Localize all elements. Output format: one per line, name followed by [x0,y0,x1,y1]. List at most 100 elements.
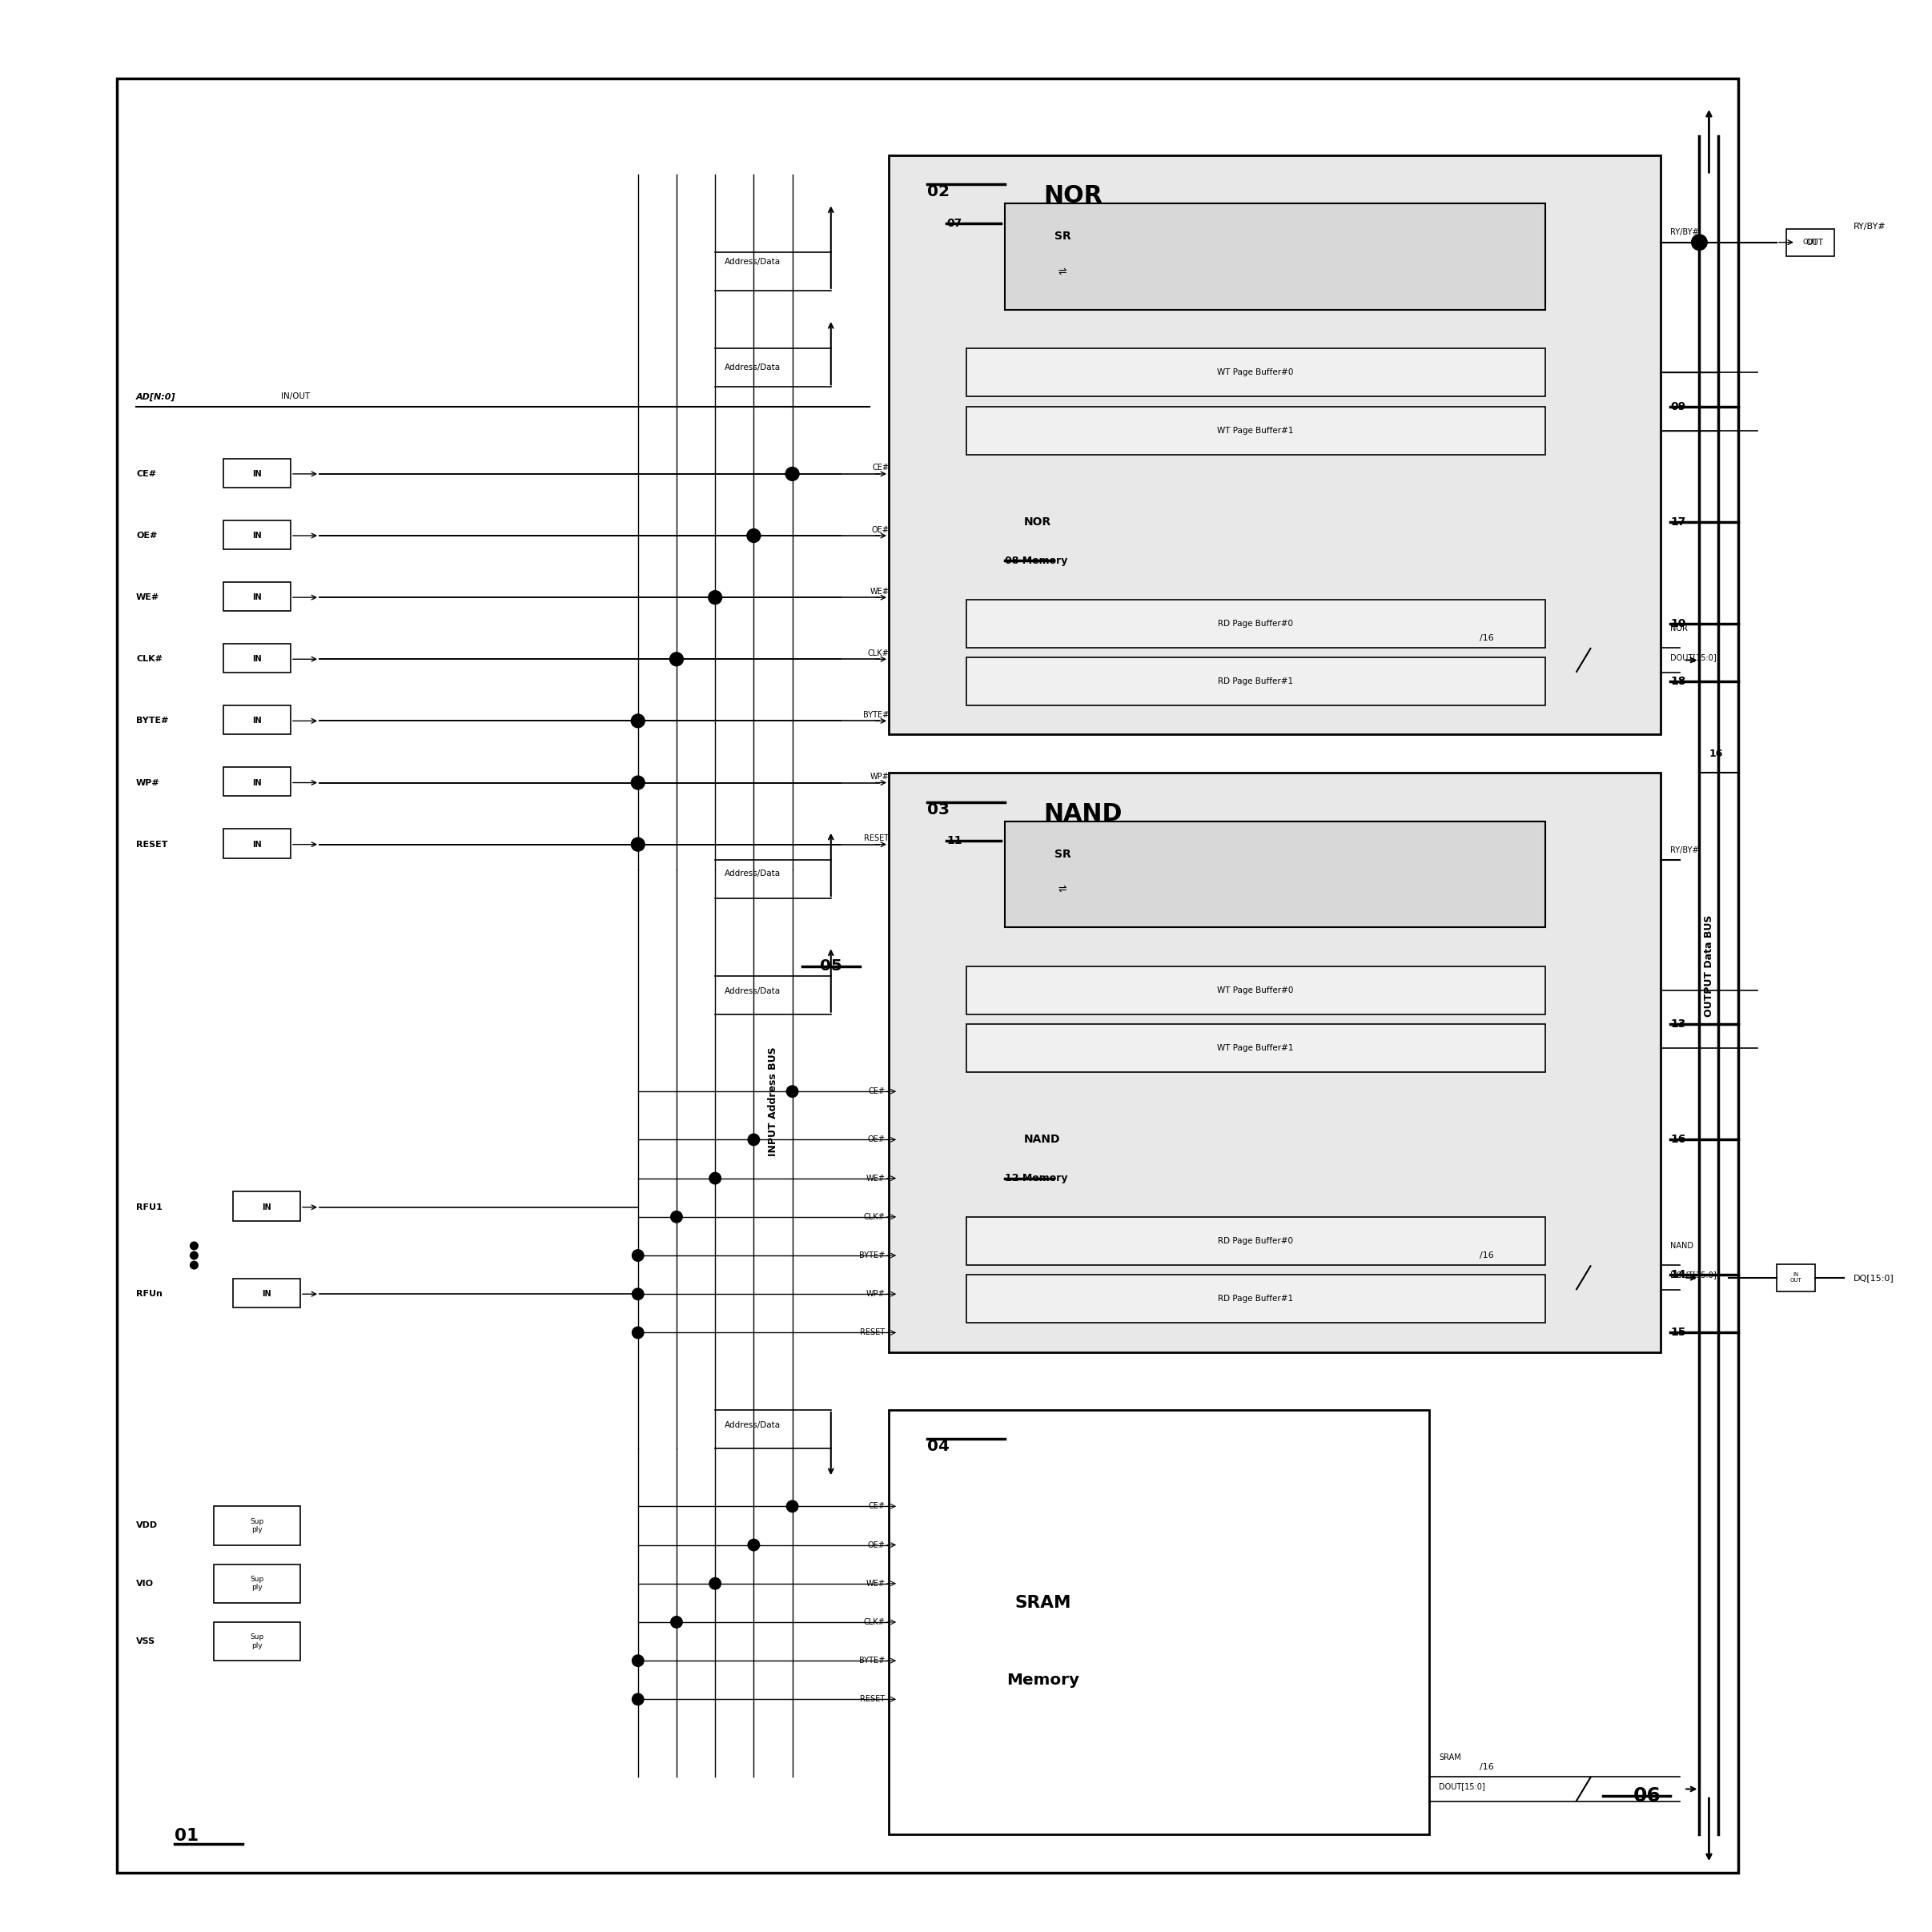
Text: IN: IN [253,531,261,539]
Circle shape [748,1134,759,1146]
Text: IN/OUT: IN/OUT [280,392,309,400]
Circle shape [709,591,723,605]
Text: IN: IN [253,469,261,477]
Text: WE#: WE# [866,1580,885,1588]
FancyBboxPatch shape [1005,821,1546,927]
Text: BYTE#: BYTE# [860,1252,885,1260]
Text: DOUT[15:0]: DOUT[15:0] [1439,1781,1486,1791]
Text: SRAM: SRAM [1439,1752,1461,1762]
Text: IN: IN [253,779,261,786]
Text: BYTE#: BYTE# [860,1658,885,1665]
Text: NAND: NAND [1671,1242,1694,1250]
Text: 02: 02 [927,184,951,199]
Text: NOR: NOR [1671,624,1689,632]
Text: ⇌: ⇌ [1059,267,1066,276]
Text: WT Page Buffer#0: WT Page Buffer#0 [1217,369,1294,377]
FancyBboxPatch shape [966,348,1546,396]
Text: IN: IN [253,655,261,663]
FancyBboxPatch shape [966,1275,1546,1323]
Text: CLK#: CLK# [867,649,889,657]
Circle shape [786,1501,798,1513]
Text: 18: 18 [1671,676,1687,688]
Text: CLK#: CLK# [135,655,162,663]
Text: Address/Data: Address/Data [724,1422,781,1430]
Text: RESET: RESET [860,1694,885,1704]
Text: 16: 16 [1671,1134,1687,1146]
Text: IN: IN [263,1204,270,1211]
Text: OE#: OE# [867,1136,885,1144]
Circle shape [189,1242,197,1250]
Text: RESET: RESET [864,835,889,842]
Text: 03: 03 [927,802,951,817]
Circle shape [786,1086,798,1097]
Text: WT Page Buffer#1: WT Page Buffer#1 [1217,427,1294,435]
Text: SR: SR [1055,232,1070,241]
FancyBboxPatch shape [966,1024,1546,1072]
Circle shape [632,1694,643,1706]
Text: 15: 15 [1671,1327,1687,1339]
Text: RY/BY#: RY/BY# [1853,222,1886,232]
Text: RD Page Buffer#0: RD Page Buffer#0 [1217,1236,1293,1244]
Text: BYTE#: BYTE# [864,711,889,719]
Text: /16: /16 [1480,1252,1493,1260]
Text: CE#: CE# [867,1088,885,1095]
Text: WE#: WE# [866,1175,885,1182]
Text: AD[N:0]: AD[N:0] [135,392,176,400]
FancyBboxPatch shape [966,657,1546,705]
Text: WE#: WE# [869,587,889,595]
Text: RD Page Buffer#1: RD Page Buffer#1 [1217,678,1293,686]
Text: OUT: OUT [1804,238,1824,247]
Text: RFUn: RFUn [135,1291,162,1298]
Circle shape [632,1289,643,1300]
Text: WP#: WP# [869,773,889,781]
Text: OUT: OUT [1803,240,1818,245]
Text: Sup
ply: Sup ply [249,1577,263,1592]
Text: OE#: OE# [871,526,889,533]
Circle shape [1692,234,1708,249]
Circle shape [748,529,761,543]
Text: 11: 11 [947,835,962,846]
Text: DQ[15:0]: DQ[15:0] [1853,1273,1895,1281]
Text: RY/BY#: RY/BY# [1671,228,1698,236]
Text: WT Page Buffer#1: WT Page Buffer#1 [1217,1043,1294,1053]
Circle shape [632,1327,643,1339]
Circle shape [632,838,645,852]
Text: DOUT[15:0]: DOUT[15:0] [1671,1271,1718,1279]
Text: IN: IN [263,1291,270,1298]
Text: RY/BY#: RY/BY# [1671,846,1698,854]
Text: NOR: NOR [1024,516,1051,527]
Text: /16: /16 [1480,634,1493,641]
Text: Address/Data: Address/Data [724,987,781,995]
Text: 14: 14 [1671,1269,1687,1281]
Text: RESET: RESET [135,840,168,848]
Circle shape [189,1262,197,1269]
Text: Sup
ply: Sup ply [249,1634,263,1650]
Text: CE#: CE# [867,1503,885,1511]
Text: 17: 17 [1671,516,1687,527]
Text: 01: 01 [174,1828,199,1843]
Circle shape [189,1252,197,1260]
FancyBboxPatch shape [889,155,1662,734]
Text: NAND: NAND [1024,1134,1061,1146]
Text: OUTPUT Data BUS: OUTPUT Data BUS [1704,916,1714,1016]
Text: WP#: WP# [135,779,160,786]
Text: VIO: VIO [135,1580,155,1588]
Text: Address/Data: Address/Data [724,363,781,371]
Circle shape [786,468,800,481]
Circle shape [632,715,645,728]
Text: WE#: WE# [135,593,160,601]
Text: IN: IN [253,593,261,601]
Text: VSS: VSS [135,1638,155,1646]
Circle shape [670,653,684,667]
Text: OE#: OE# [867,1542,885,1549]
Text: SR: SR [1055,848,1070,860]
Text: BYTE#: BYTE# [135,717,168,724]
FancyBboxPatch shape [966,599,1546,647]
Text: ⇌: ⇌ [1059,883,1066,895]
Text: CE#: CE# [871,464,889,471]
Text: Sup
ply: Sup ply [249,1519,263,1534]
FancyBboxPatch shape [1005,203,1546,309]
Text: DOUT[15:0]: DOUT[15:0] [1671,653,1718,661]
Text: 10: 10 [1671,618,1687,630]
Text: Address/Data: Address/Data [724,869,781,877]
